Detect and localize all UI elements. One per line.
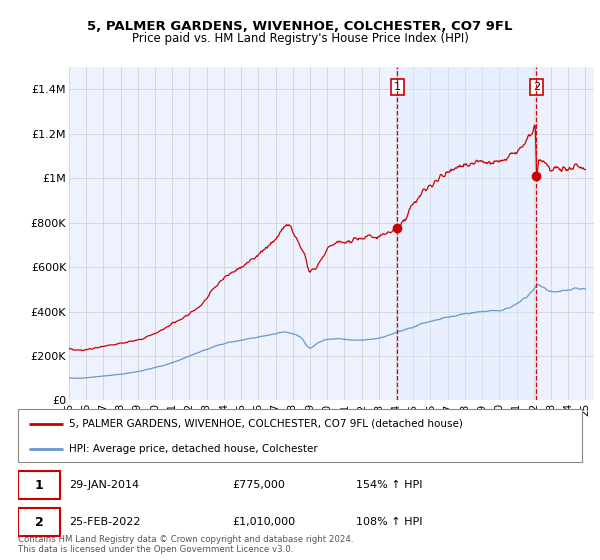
- Text: 2: 2: [533, 82, 540, 92]
- Text: HPI: Average price, detached house, Colchester: HPI: Average price, detached house, Colc…: [69, 444, 317, 454]
- Text: 108% ↑ HPI: 108% ↑ HPI: [356, 517, 423, 527]
- FancyBboxPatch shape: [18, 471, 60, 499]
- Text: Price paid vs. HM Land Registry's House Price Index (HPI): Price paid vs. HM Land Registry's House …: [131, 32, 469, 45]
- FancyBboxPatch shape: [18, 409, 582, 462]
- Text: 5, PALMER GARDENS, WIVENHOE, COLCHESTER, CO7 9FL: 5, PALMER GARDENS, WIVENHOE, COLCHESTER,…: [87, 20, 513, 32]
- Text: This data is licensed under the Open Government Licence v3.0.: This data is licensed under the Open Gov…: [18, 545, 293, 554]
- Bar: [397, 67, 536, 400]
- Text: 2: 2: [35, 516, 44, 529]
- Text: 1: 1: [35, 479, 44, 492]
- Text: £775,000: £775,000: [232, 480, 285, 490]
- Text: Contains HM Land Registry data © Crown copyright and database right 2024.: Contains HM Land Registry data © Crown c…: [18, 535, 353, 544]
- FancyBboxPatch shape: [18, 508, 60, 536]
- Text: 5, PALMER GARDENS, WIVENHOE, COLCHESTER, CO7 9FL (detached house): 5, PALMER GARDENS, WIVENHOE, COLCHESTER,…: [69, 419, 463, 429]
- Text: £1,010,000: £1,010,000: [232, 517, 295, 527]
- Text: 1: 1: [394, 82, 401, 92]
- Text: 154% ↑ HPI: 154% ↑ HPI: [356, 480, 423, 490]
- Text: 25-FEB-2022: 25-FEB-2022: [69, 517, 140, 527]
- Text: 29-JAN-2014: 29-JAN-2014: [69, 480, 139, 490]
